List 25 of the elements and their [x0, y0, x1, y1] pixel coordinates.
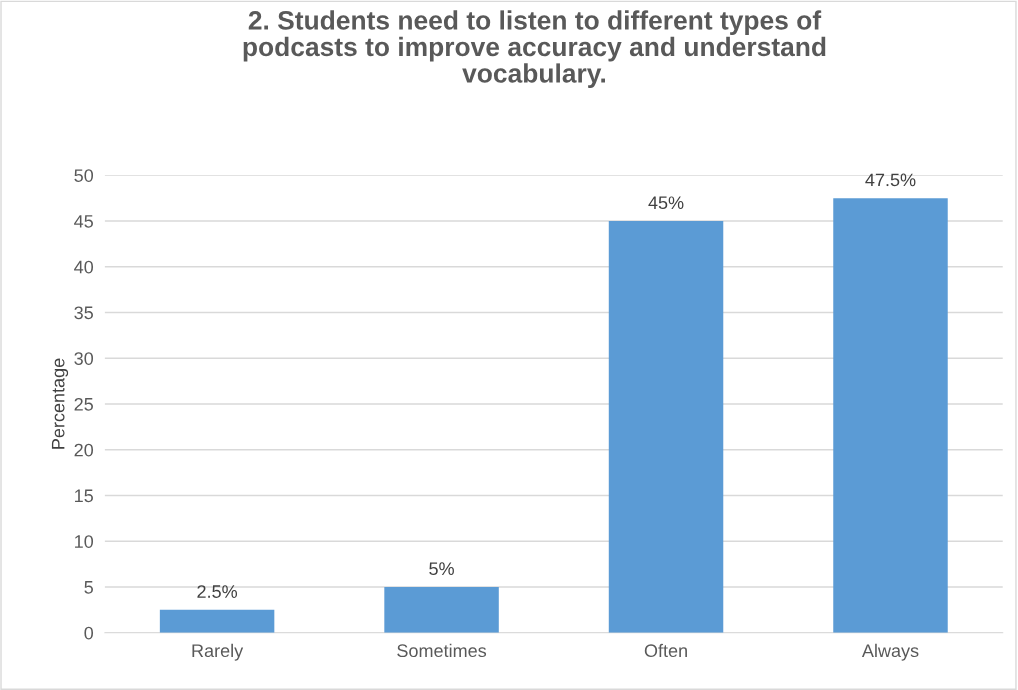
y-tick-label: 15 [75, 489, 93, 503]
y-tick-label: 25 [74, 397, 93, 411]
chart-title: 2. Students need to listen to different types of podcasts to improve accuracy and understand vocabulary. [243, 10, 826, 88]
y-axis-title: Percentage [51, 358, 69, 449]
data-label: 45% [648, 196, 684, 210]
x-tick-label: Always [861, 643, 919, 661]
y-tick-label: 10 [75, 535, 94, 548]
bar [384, 586, 499, 633]
x-tick-label: Sometimes [397, 643, 487, 658]
y-tick-label: 50 [74, 169, 94, 182]
data-label: 5% [429, 562, 454, 576]
y-tick-label: 0 [84, 626, 94, 640]
bar [608, 221, 724, 633]
x-tick-label: Often [644, 643, 687, 658]
data-label: 47.5% [865, 173, 916, 187]
y-tick-label: 5 [84, 581, 93, 594]
bar [159, 609, 275, 633]
y-tick-label: 35 [74, 306, 93, 320]
data-label: 2.5% [197, 585, 238, 598]
y-tick-label: 20 [74, 443, 94, 457]
x-tick-label: Rarely [192, 643, 244, 661]
bar [833, 198, 948, 633]
y-tick-label: 40 [74, 260, 94, 274]
y-tick-label: 45 [74, 215, 93, 228]
y-tick-label: 30 [74, 352, 94, 365]
